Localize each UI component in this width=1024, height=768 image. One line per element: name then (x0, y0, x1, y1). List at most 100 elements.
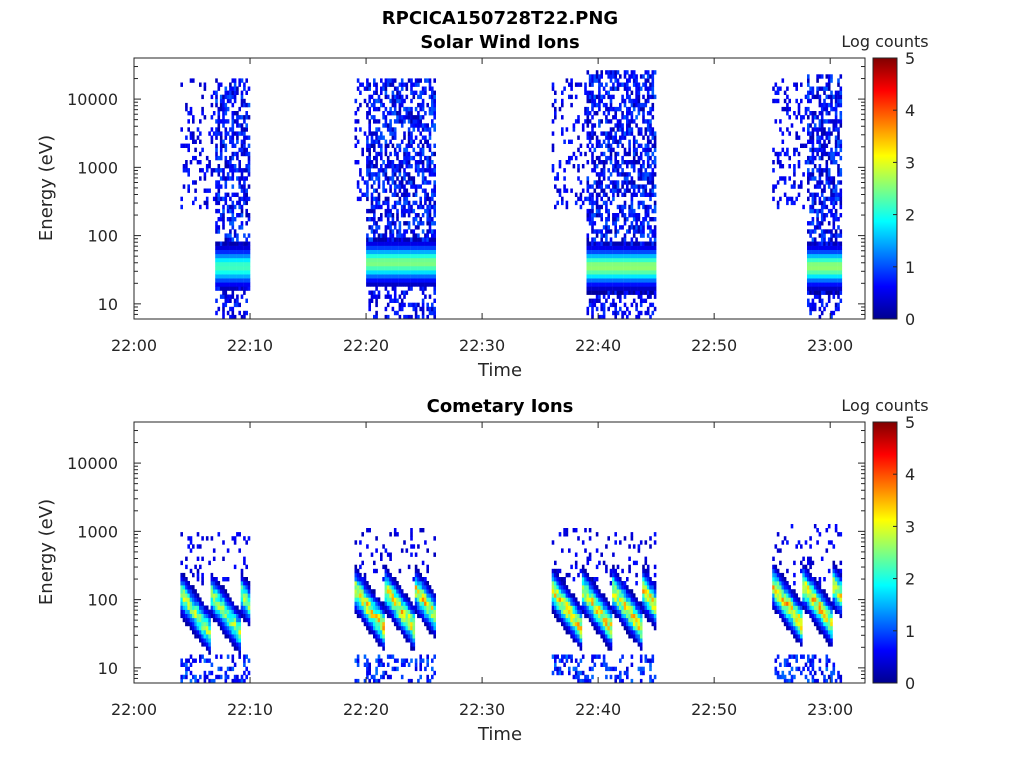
heatmap-cell (433, 200, 436, 206)
heatmap-cell (215, 609, 218, 614)
heatmap-cell (809, 257, 812, 263)
heatmap-cell (619, 135, 622, 140)
heatmap-cell (194, 597, 197, 602)
heatmap-cell (577, 115, 580, 120)
heatmap-cell (626, 245, 629, 250)
heatmap-cell (586, 266, 590, 271)
heatmap-cell (375, 270, 378, 275)
heatmap-cell (602, 86, 606, 91)
heatmap-cell (205, 638, 209, 643)
heatmap-cell (823, 119, 826, 124)
heatmap-cell (386, 82, 390, 87)
heatmap-cell (834, 135, 838, 140)
heatmap-cell (189, 601, 193, 606)
heatmap-cell (426, 613, 429, 619)
heatmap-cell (375, 625, 378, 631)
heatmap-cell (421, 581, 425, 586)
heatmap-cell (595, 204, 599, 210)
heatmap-cell (561, 654, 564, 659)
heatmap-cell (229, 135, 232, 140)
heatmap-cell (807, 106, 810, 112)
heatmap-cell (407, 111, 411, 116)
heatmap-cell (370, 601, 374, 606)
heatmap-cell (823, 257, 826, 263)
heatmap-cell (370, 225, 374, 230)
heatmap-cell (354, 589, 358, 594)
heatmap-cell (653, 184, 657, 189)
heatmap-cell (614, 257, 617, 263)
heatmap-cell (380, 613, 383, 619)
heatmap-cell (646, 151, 650, 157)
heatmap-cell (236, 131, 239, 136)
heatmap-cell (384, 119, 388, 124)
heatmap-cell (233, 266, 237, 271)
heatmap-cell (591, 241, 594, 246)
heatmap-cell (405, 172, 409, 177)
heatmap-cell (199, 597, 202, 602)
heatmap-cell (428, 278, 432, 283)
heatmap-cell (593, 131, 597, 136)
heatmap-cell (834, 261, 838, 267)
heatmap-cell (405, 245, 409, 250)
heatmap-cell (231, 294, 235, 299)
heatmap-cell (639, 143, 643, 148)
heatmap-cell (830, 278, 833, 283)
heatmap-cell (586, 111, 590, 116)
heatmap-cell (240, 131, 244, 136)
heatmap-cell (570, 102, 573, 108)
heatmap-cell (419, 168, 422, 173)
heatmap-cell (240, 90, 244, 95)
colorbar-tick-label: 1 (905, 258, 915, 277)
heatmap-cell (813, 225, 817, 230)
heatmap-cell (194, 180, 197, 185)
heatmap-cell (623, 86, 627, 91)
heatmap-cell (630, 127, 634, 132)
heatmap-cell (238, 78, 241, 83)
heatmap-cell (243, 593, 246, 598)
heatmap-cell (639, 310, 643, 316)
heatmap-cell (619, 188, 622, 193)
heatmap-cell (219, 674, 223, 680)
heatmap-cell (609, 131, 613, 136)
heatmap-cell (201, 617, 204, 623)
heatmap-cell (813, 237, 817, 242)
heatmap-cell (380, 630, 383, 635)
heatmap-cell (593, 302, 597, 308)
heatmap-cell (834, 192, 838, 197)
heatmap-cell (605, 290, 608, 295)
heatmap-cell (619, 266, 622, 271)
heatmap-cell (407, 601, 411, 606)
heatmap-cell (398, 605, 402, 610)
heatmap-cell (649, 82, 652, 87)
heatmap-cell (192, 78, 195, 83)
heatmap-cell (240, 568, 244, 574)
heatmap-cell (212, 617, 216, 623)
heatmap-cell (370, 282, 374, 287)
heatmap-cell (642, 266, 645, 271)
heatmap-cell (616, 82, 620, 87)
heatmap-cell (391, 266, 395, 271)
heatmap-cell (421, 204, 425, 210)
heatmap-cell (396, 90, 399, 95)
heatmap-cell (407, 115, 411, 120)
heatmap-cell (598, 123, 601, 128)
heatmap-cell (363, 585, 367, 590)
heatmap-cell (626, 160, 629, 165)
heatmap-cell (245, 310, 248, 316)
heatmap-cell (431, 674, 434, 680)
heatmap-cell (605, 245, 608, 250)
heatmap-cell (215, 249, 218, 255)
heatmap-cell (431, 160, 434, 165)
heatmap-cell (229, 634, 232, 639)
heatmap-cell (781, 131, 785, 136)
heatmap-cell (224, 241, 228, 246)
heatmap-cell (187, 127, 190, 132)
heatmap-cell (389, 266, 392, 271)
heatmap-cell (247, 160, 251, 165)
heatmap-cell (839, 204, 843, 210)
heatmap-cell (201, 572, 204, 578)
heatmap-cell (431, 94, 434, 100)
heatmap-cell (224, 605, 228, 610)
heatmap-cell (607, 196, 610, 202)
heatmap-cell (373, 278, 376, 283)
